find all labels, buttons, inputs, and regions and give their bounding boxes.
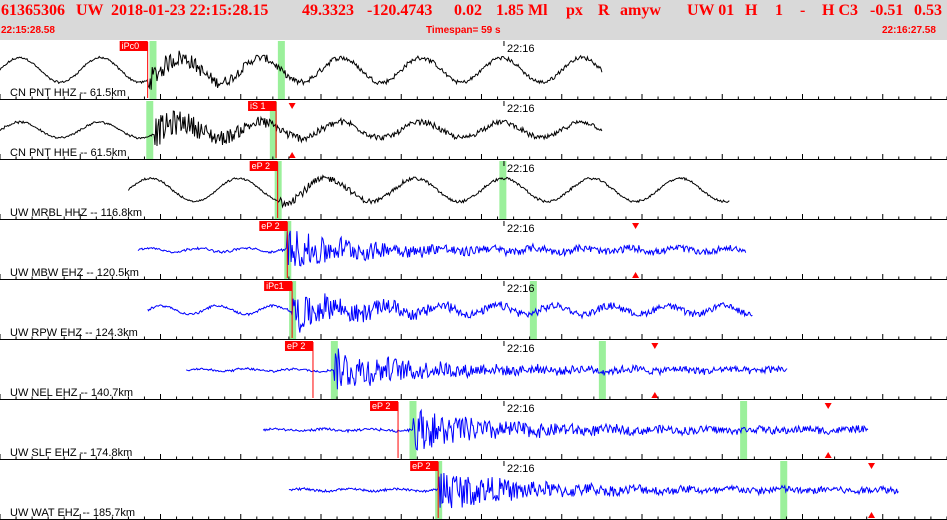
amplitude-marker-down <box>651 343 659 349</box>
pick-label: eP 2 <box>287 341 305 351</box>
pick-marker[interactable] <box>264 281 293 291</box>
amplitude-marker-up <box>632 272 640 278</box>
amplitude-marker-down <box>824 403 832 409</box>
event-code-1: 1 <box>775 2 783 19</box>
channel-label: UW NEL EHZ -- 140.7km <box>10 387 133 399</box>
seismogram-panel[interactable]: iPc0 22:16 CN PNT HHZ -- 61.5km iS 1 22:16 CN… <box>0 40 947 520</box>
waveform-trace <box>127 174 730 209</box>
analysis-window <box>780 461 788 519</box>
event-id: 61365306 <box>1 2 65 19</box>
pick-marker[interactable] <box>249 161 278 171</box>
event-code-h: H <box>745 2 758 19</box>
event-header: 61365306 UW 2018-01-23 22:15:28.15 49.33… <box>0 0 947 40</box>
event-depth: 0.02 <box>454 2 482 19</box>
waveform-trace <box>0 50 603 90</box>
channel-label: UW WAT EHZ -- 185.7km <box>10 507 135 519</box>
pick-marker[interactable] <box>410 461 439 471</box>
time-marker-label: 22:16 <box>507 223 535 235</box>
waveform-trace <box>147 293 753 333</box>
analysis-window <box>598 341 606 399</box>
waveform-trace <box>262 408 869 451</box>
analysis-window <box>330 341 338 399</box>
pick-label: iS 1 <box>250 101 266 111</box>
channel-label: UW SLF EHZ -- 174.8km <box>10 447 132 459</box>
timespan: Timespan= 59 s <box>426 25 501 36</box>
pick-marker[interactable] <box>248 101 277 111</box>
end-time: 22:16:27.58 <box>882 25 936 36</box>
amplitude-marker-up <box>651 392 659 398</box>
event-code-dash: - <box>800 2 806 19</box>
time-marker-label: 22:16 <box>507 163 535 175</box>
analysis-window <box>529 281 537 339</box>
waveform-trace <box>288 472 899 509</box>
review-status: R <box>598 2 610 19</box>
event-summary-line: 61365306 UW 2018-01-23 22:15:28.15 49.33… <box>0 2 947 24</box>
analysis-window <box>269 101 277 159</box>
analysis-window <box>277 41 285 99</box>
event-latitude: 49.3323 <box>302 2 354 19</box>
pick-marker[interactable] <box>370 401 399 411</box>
event-magnitude: 1.85 Ml <box>496 2 548 19</box>
event-network: UW <box>76 2 104 19</box>
event-quality: UW 01 <box>687 2 735 19</box>
pick-marker[interactable] <box>259 221 288 231</box>
time-marker-label: 22:16 <box>507 43 535 55</box>
event-code-hc3: H C3 <box>822 2 858 19</box>
time-marker-label: 22:16 <box>507 103 535 115</box>
amplitude-marker-up <box>288 152 296 158</box>
event-value-a: -0.51 <box>870 2 904 19</box>
analysis-window <box>740 401 748 459</box>
channel-label: CN PNT HHZ -- 61.5km <box>10 87 126 99</box>
channel-label: UW MRBL HHZ -- 116.8km <box>10 207 142 219</box>
event-value-b: 0.53 <box>914 2 942 19</box>
time-marker-label: 22:16 <box>507 463 535 475</box>
event-author: amyw <box>620 2 661 19</box>
amplitude-marker-down <box>288 103 296 109</box>
analysis-window <box>146 101 154 159</box>
amplitude-marker-up <box>868 512 876 518</box>
pick-marker[interactable] <box>284 341 313 351</box>
amplitude-marker-up <box>824 452 832 458</box>
pick-label: iPc0 <box>122 41 140 51</box>
channel-label: CN PNT HHE -- 61.5km <box>10 147 127 159</box>
amplitude-marker-down <box>868 463 876 469</box>
waveform-trace <box>0 110 603 147</box>
pick-marker[interactable] <box>119 41 148 51</box>
time-marker-label: 22:16 <box>507 283 535 295</box>
waveform-trace <box>186 348 788 390</box>
pick-label: eP 2 <box>372 401 390 411</box>
event-datetime: 2018-01-23 22:15:28.15 <box>111 2 269 19</box>
start-time: 22:15:28.58 <box>1 25 55 36</box>
pick-label: iPc1 <box>266 281 284 291</box>
time-marker-label: 22:16 <box>507 343 535 355</box>
event-longitude: -120.4743 <box>367 2 433 19</box>
pick-label: eP 2 <box>412 461 430 471</box>
pick-label: eP 2 <box>252 161 270 171</box>
channel-label: UW MBW EHZ -- 120.5km <box>10 267 139 279</box>
event-flags: px <box>566 2 583 19</box>
channel-label: UW RPW EHZ -- 124.3km <box>10 327 138 339</box>
time-range-line: 22:15:28.58 Timespan= 59 s 22:16:27.58 <box>0 25 947 38</box>
amplitude-marker-down <box>632 223 640 229</box>
pick-label: eP 2 <box>261 221 279 231</box>
analysis-window <box>499 161 507 219</box>
waveform-trace <box>137 230 747 267</box>
time-marker-label: 22:16 <box>507 403 535 415</box>
